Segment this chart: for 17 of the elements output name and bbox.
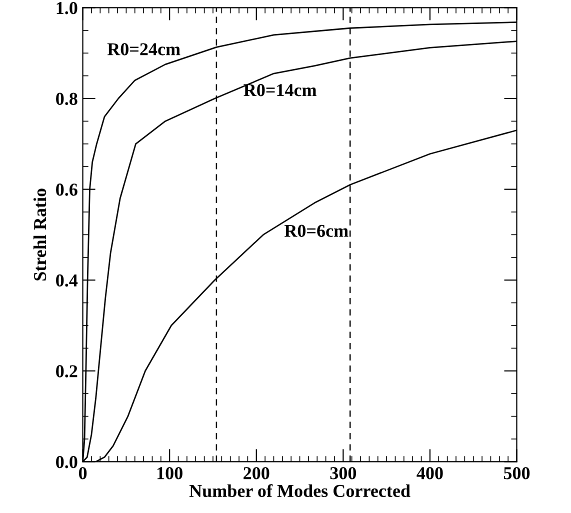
x-axis-title: Number of Modes Corrected: [189, 484, 410, 498]
y-tick-label: 0.0: [56, 456, 78, 468]
x-tick-label: 100: [157, 467, 182, 480]
y-tick-label: 0.6: [56, 184, 78, 196]
series-label: R0=6cm: [284, 224, 348, 237]
y-axis-title: Strehl Ratio: [33, 188, 46, 280]
y-tick-label: 1.0: [56, 2, 78, 14]
x-tick-label: 200: [244, 467, 270, 480]
x-tick-label: 300: [330, 467, 356, 480]
y-tick-label: 0.4: [56, 274, 78, 287]
y-tick-label: 0.2: [56, 365, 78, 378]
x-tick-label: 0: [78, 467, 87, 480]
series-label: R0=24cm: [107, 43, 180, 56]
series-label: R0=14cm: [244, 84, 317, 96]
y-tick-label: 0.8: [56, 92, 78, 106]
x-tick-label: 500: [504, 467, 530, 480]
x-tick-label: 400: [416, 467, 443, 480]
